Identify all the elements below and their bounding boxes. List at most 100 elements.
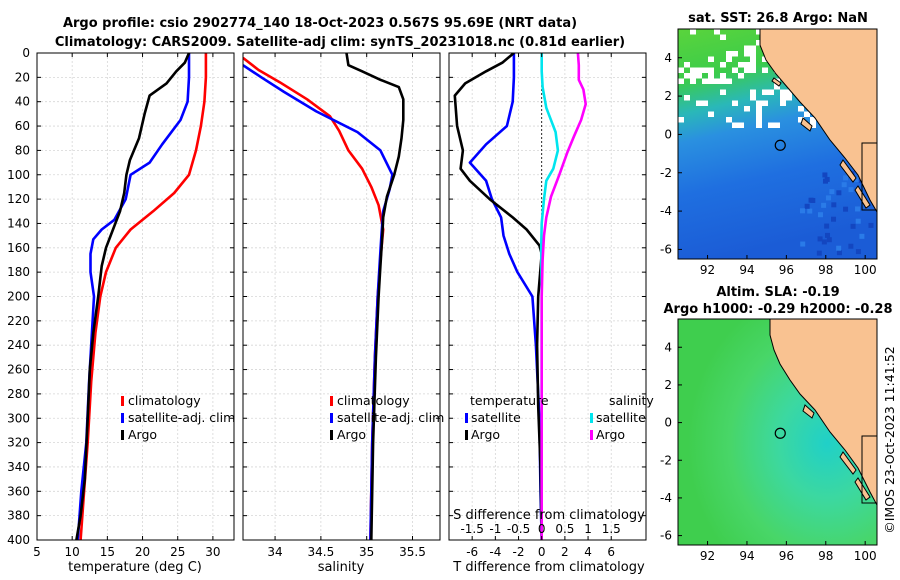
sst-pixel bbox=[836, 250, 842, 256]
legend-swatch-t-satellite bbox=[465, 413, 468, 423]
sst-pixel bbox=[822, 172, 828, 178]
legend-label-s-argo: Argo bbox=[596, 427, 625, 442]
cloud-gap-cell bbox=[762, 56, 768, 62]
map-y-tick-label: -6 bbox=[660, 529, 672, 543]
cloud-gap-cell bbox=[732, 67, 738, 73]
legend-header-salinity: salinity bbox=[609, 393, 654, 408]
legend-swatch-argo bbox=[121, 430, 124, 440]
cloud-gap-cell bbox=[738, 73, 744, 79]
y-tick-label: 240 bbox=[7, 338, 30, 352]
cloud-gap-cell bbox=[744, 106, 750, 112]
cloud-gap-cell bbox=[720, 89, 726, 95]
difference-panel: -6 -4 -2 0 2 4 6 -1.5 -1 -0.5 0 0.5 1 1.5 S differen… bbox=[448, 52, 654, 575]
sst-pixel bbox=[831, 202, 837, 208]
y-tick-label: 20 bbox=[15, 70, 30, 84]
legend-label-satellite: satellite-adj. clim bbox=[337, 410, 444, 425]
cloud-gap-cell bbox=[684, 95, 690, 101]
legend-swatch-t-argo bbox=[465, 430, 468, 440]
cloud-gap-cell bbox=[690, 78, 696, 84]
cloud-gap-cell bbox=[702, 78, 708, 84]
map-y-tick-label: -2 bbox=[660, 453, 672, 467]
map-y-tick-label: -4 bbox=[660, 204, 672, 218]
figure-title-line2: Climatology: CARS2009. Satellite-adj cli… bbox=[55, 35, 625, 50]
map-y-tick-label: 4 bbox=[664, 340, 672, 354]
difference-ticks: -6 -4 -2 0 2 4 6 bbox=[449, 52, 646, 559]
sst-pixel bbox=[855, 218, 861, 224]
map-y-tick-label: 4 bbox=[664, 51, 672, 65]
cloud-gap-cell bbox=[762, 89, 768, 95]
y-tick-label: 180 bbox=[7, 265, 30, 279]
cloud-gap-cell bbox=[762, 100, 768, 106]
y-tick-label: 40 bbox=[15, 95, 30, 109]
cloud-gap-cell bbox=[714, 29, 720, 35]
figure-title-line1: Argo profile: csio 2902774_140 18-Oct-20… bbox=[63, 16, 577, 31]
salinity-difference-ticks: -1.5 -1 -0.5 0 0.5 1 1.5 bbox=[460, 522, 620, 536]
sst-pixel bbox=[800, 241, 806, 247]
siberut-island bbox=[839, 159, 857, 183]
cloud-gap-cell bbox=[744, 51, 750, 57]
cloud-gap-cell bbox=[756, 100, 762, 106]
sst-map-ticks: 92 94 96 98 100 -6 -4 -2 0 2 4 bbox=[660, 51, 877, 277]
cloud-gap-cell bbox=[786, 89, 792, 95]
cloud-gap-cell bbox=[720, 62, 726, 68]
cloud-gap-cell bbox=[804, 111, 810, 117]
temperature-legend: climatology satellite-adj. clim Argo bbox=[121, 393, 235, 442]
legend-label-climatology: climatology bbox=[337, 393, 410, 408]
sst-pixel bbox=[800, 208, 806, 214]
s-tick-label: 0 bbox=[538, 522, 546, 536]
mentawai-island-sla bbox=[802, 404, 815, 419]
series-line-salinity-argo bbox=[540, 53, 588, 540]
salinity-panel: 34 34.5 35 35.5 salinity climatology satell… bbox=[242, 52, 444, 575]
sst-pixel bbox=[836, 245, 842, 251]
x-tick-label: -2 bbox=[513, 545, 525, 559]
cloud-gap-cell bbox=[798, 117, 804, 123]
cloud-gap-cell bbox=[732, 51, 738, 57]
series-line-argo bbox=[345, 53, 405, 540]
cloud-gap-cell bbox=[756, 122, 762, 128]
s-tick-label: 0.5 bbox=[555, 522, 574, 536]
legend-swatch-satellite bbox=[121, 413, 124, 423]
subregion-box-sla bbox=[861, 435, 877, 504]
cloud-gap-cell bbox=[714, 78, 720, 84]
cloud-gap-cell bbox=[696, 67, 702, 73]
x-tick-label: 10 bbox=[65, 545, 80, 559]
mentawai-island bbox=[800, 117, 813, 132]
y-tick-label: 280 bbox=[7, 387, 30, 401]
cloud-gap-cell bbox=[750, 56, 756, 62]
legend-swatch-s-argo bbox=[590, 430, 593, 440]
cloud-gap-cell bbox=[720, 34, 726, 40]
cloud-gap-cell bbox=[732, 100, 738, 106]
legend-header-temperature: temperature bbox=[470, 393, 549, 408]
cloud-gap-cell bbox=[708, 73, 714, 79]
cloud-gap-cell bbox=[708, 67, 714, 73]
legend-label-t-argo: Argo bbox=[471, 427, 500, 442]
map-y-tick-label: 0 bbox=[664, 416, 672, 430]
cloud-gap-cell bbox=[750, 95, 756, 101]
legend-swatch-climatology bbox=[330, 396, 333, 406]
legend-swatch-argo bbox=[330, 430, 333, 440]
sst-pixel bbox=[841, 182, 847, 188]
cloud-gap-cell bbox=[720, 73, 726, 79]
salinity-lines bbox=[243, 53, 405, 540]
y-tick-label: 80 bbox=[15, 143, 30, 157]
map-x-tick-label: 98 bbox=[818, 549, 833, 563]
cloud-gap-cell bbox=[768, 122, 774, 128]
sst-pixel bbox=[821, 202, 827, 208]
s-tick-label: 1.5 bbox=[602, 522, 621, 536]
cloud-gap-cell bbox=[678, 67, 684, 73]
depth-tick-labels: 0 20 40 60 80 100 120 140 160 180 200 220 240 260 280 3… bbox=[7, 46, 30, 547]
cloud-gap-cell bbox=[720, 78, 726, 84]
y-tick-label: 100 bbox=[7, 168, 30, 182]
legend-label-satellite: satellite-adj. clim bbox=[128, 410, 235, 425]
y-tick-label: 300 bbox=[7, 411, 30, 425]
s-tick-label: -1 bbox=[489, 522, 501, 536]
cloud-gap-cell bbox=[726, 117, 732, 123]
legend-swatch-s-satellite bbox=[590, 413, 593, 423]
sla-map-ticks: 92 94 96 98 100 -6 -4 -2 0 2 4 bbox=[660, 340, 877, 563]
sst-pixel bbox=[868, 222, 874, 228]
y-tick-label: 200 bbox=[7, 290, 30, 304]
sst-pixel bbox=[825, 195, 831, 201]
y-tick-label: 160 bbox=[7, 241, 30, 255]
sst-pixel bbox=[829, 189, 835, 195]
y-tick-label: 340 bbox=[7, 460, 30, 474]
